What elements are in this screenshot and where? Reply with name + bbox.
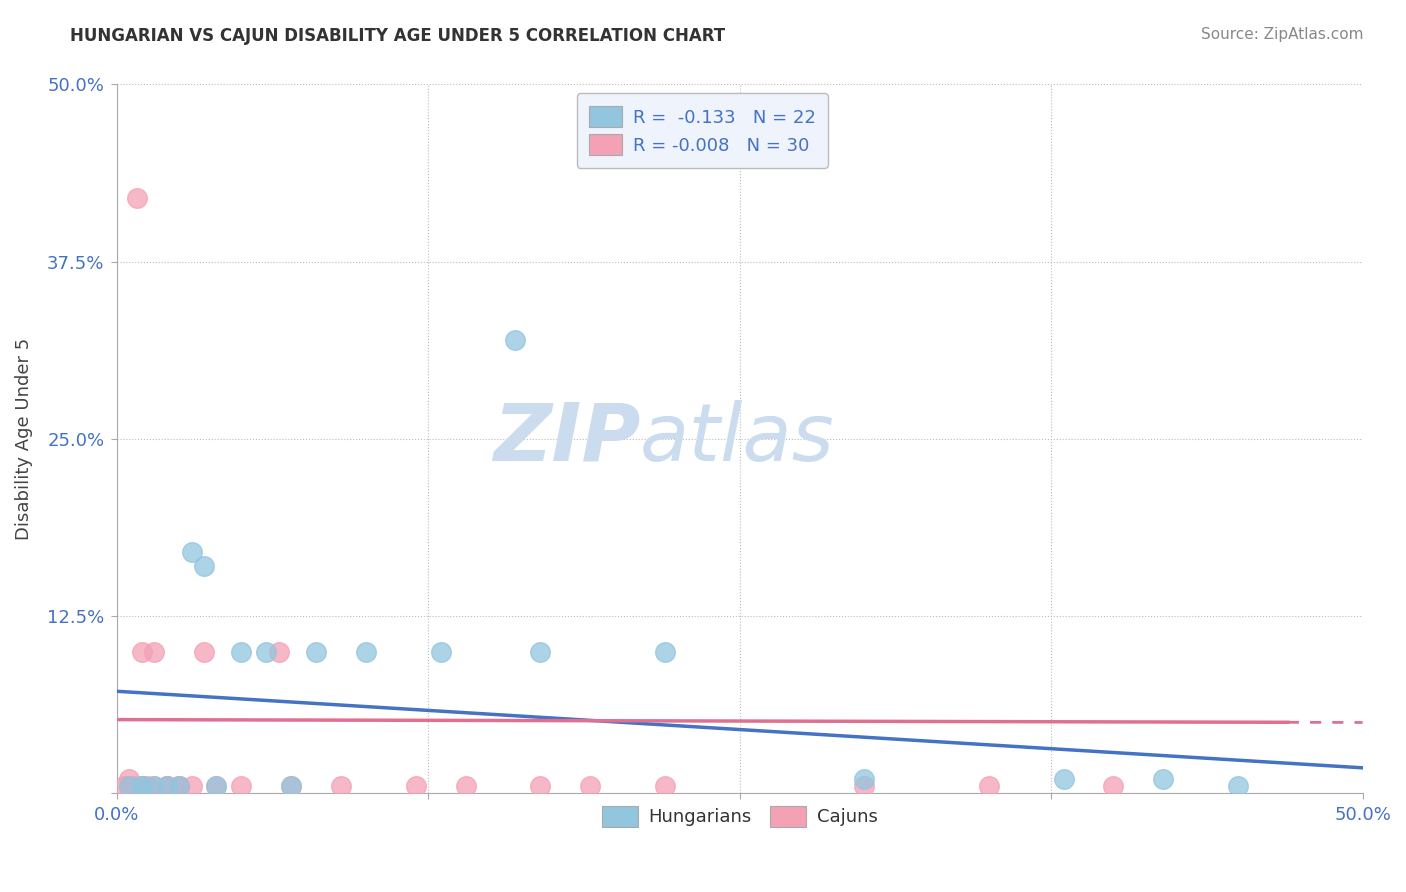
Text: HUNGARIAN VS CAJUN DISABILITY AGE UNDER 5 CORRELATION CHART: HUNGARIAN VS CAJUN DISABILITY AGE UNDER … xyxy=(70,27,725,45)
Point xyxy=(180,779,202,793)
Point xyxy=(122,779,145,793)
Point xyxy=(131,779,153,793)
Point xyxy=(131,644,153,658)
Point xyxy=(112,779,135,793)
Point xyxy=(143,644,166,658)
Point xyxy=(579,779,602,793)
Point xyxy=(977,779,1000,793)
Point xyxy=(205,779,228,793)
Point xyxy=(853,779,876,793)
Point xyxy=(853,772,876,787)
Point xyxy=(280,779,302,793)
Point xyxy=(131,779,153,793)
Point xyxy=(254,644,277,658)
Point xyxy=(155,779,177,793)
Point xyxy=(654,644,676,658)
Point xyxy=(167,779,190,793)
Point xyxy=(1226,779,1249,793)
Point xyxy=(429,644,451,658)
Point xyxy=(125,191,148,205)
Point xyxy=(1052,772,1074,787)
Point xyxy=(143,779,166,793)
Legend: Hungarians, Cajuns: Hungarians, Cajuns xyxy=(595,798,884,834)
Point xyxy=(143,779,166,793)
Point xyxy=(405,779,427,793)
Point xyxy=(529,644,551,658)
Point xyxy=(131,779,153,793)
Point xyxy=(131,779,153,793)
Text: atlas: atlas xyxy=(640,400,835,478)
Point xyxy=(231,779,253,793)
Point xyxy=(193,559,215,574)
Point xyxy=(180,545,202,559)
Point xyxy=(193,644,215,658)
Point xyxy=(118,779,141,793)
Point xyxy=(118,779,141,793)
Point xyxy=(529,779,551,793)
Point xyxy=(167,779,190,793)
Point xyxy=(231,644,253,658)
Point xyxy=(135,779,157,793)
Point xyxy=(505,333,527,347)
Point xyxy=(354,644,377,658)
Point xyxy=(118,772,141,787)
Point xyxy=(205,779,228,793)
Point xyxy=(454,779,477,793)
Point xyxy=(330,779,353,793)
Point xyxy=(654,779,676,793)
Point xyxy=(267,644,290,658)
Y-axis label: Disability Age Under 5: Disability Age Under 5 xyxy=(15,338,32,540)
Point xyxy=(305,644,328,658)
Point xyxy=(1152,772,1174,787)
Point xyxy=(155,779,177,793)
Point xyxy=(280,779,302,793)
Point xyxy=(155,779,177,793)
Point xyxy=(167,779,190,793)
Point xyxy=(1102,779,1125,793)
Text: ZIP: ZIP xyxy=(492,400,640,478)
Text: Source: ZipAtlas.com: Source: ZipAtlas.com xyxy=(1201,27,1364,42)
